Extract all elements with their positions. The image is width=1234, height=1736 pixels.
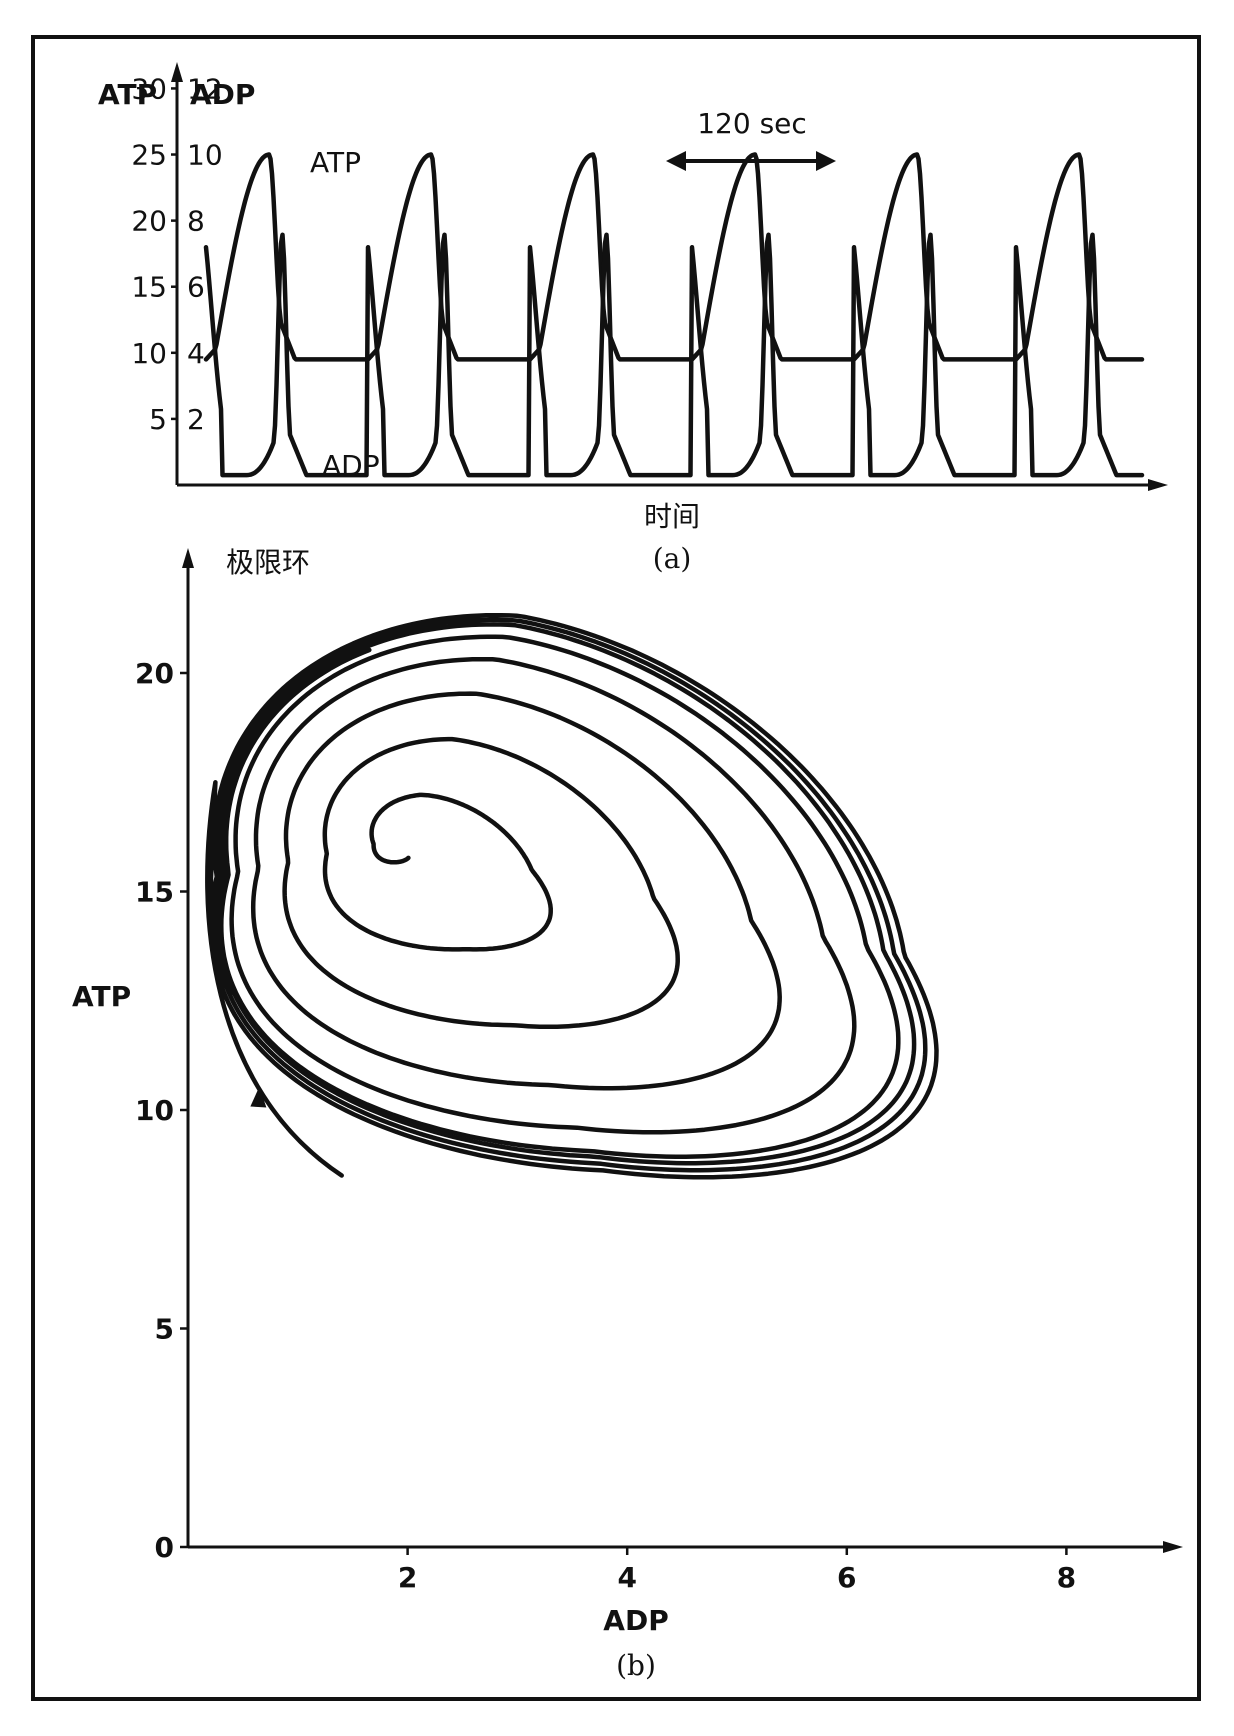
y-tick-label: 10 (135, 1094, 174, 1127)
panel-b-title: 极限环 (226, 546, 310, 579)
adp-tick-label: 8 (187, 205, 205, 238)
y-tick-label: 5 (155, 1313, 174, 1346)
panel-a-ticks: 30 25 20 15 10 5 12 10 8 6 4 2 (131, 72, 222, 435)
period-annotation: 120 sec (697, 107, 807, 140)
atp-tick-label: 15 (131, 271, 167, 304)
panel-a-x-arrow (1148, 479, 1168, 491)
panel-b-y-arrow (182, 548, 194, 568)
period-arrow (666, 151, 836, 171)
x-tick-label: 8 (1057, 1561, 1076, 1594)
adp-axis-title: ADP (190, 78, 255, 111)
adp-series-label: ADP (322, 449, 380, 482)
y-tick-label: 0 (155, 1531, 174, 1564)
trajectory-direction-arrow (250, 1086, 267, 1108)
panel-a: ATP ADP 30 25 20 15 10 5 12 10 8 6 4 2 ATP ADP 120 … (98, 62, 1168, 575)
x-tick-label: 2 (398, 1561, 417, 1594)
panel-b-caption: (b) (616, 1649, 656, 1682)
adp-tick-label: 12 (187, 72, 223, 105)
atp-tick-label: 20 (131, 205, 167, 238)
atp-tick-label: 25 (131, 139, 167, 172)
panel-b: 极限环 ATP ADP (b) 2 4 6 8 20 15 10 5 0 (72, 546, 1183, 1682)
inner-spiral-trajectory (219, 634, 901, 1159)
atp-series-label: ATP (310, 146, 361, 179)
x-tick-label: 4 (617, 1561, 636, 1594)
panel-a-caption: (a) (653, 542, 692, 575)
atp-tick-label: 10 (131, 337, 167, 370)
panel-b-x-arrow (1163, 1541, 1183, 1553)
atp-tick-label: 5 (149, 403, 167, 436)
atp-tick-label: 30 (131, 72, 167, 105)
adp-tick-label: 2 (187, 403, 205, 436)
adp-tick-label: 10 (187, 139, 223, 172)
figure-frame (31, 35, 1201, 1701)
panel-b-ticks: 2 4 6 8 20 15 10 5 0 (135, 657, 1076, 1594)
x-tick-label: 6 (837, 1561, 856, 1594)
adp-tick-label: 6 (187, 271, 205, 304)
panel-b-y-label: ATP (72, 980, 131, 1013)
panel-a-x-label: 时间 (644, 500, 700, 533)
atp-series-line (203, 152, 1145, 362)
panel-a-y-arrow (171, 62, 183, 82)
panel-b-x-label: ADP (603, 1604, 668, 1637)
atp-axis-title: ATP (98, 78, 157, 111)
y-tick-label: 15 (135, 876, 174, 909)
y-tick-label: 20 (135, 657, 174, 690)
adp-tick-label: 4 (187, 337, 205, 370)
outer-approach-trajectory (205, 612, 939, 1180)
adp-series-line (203, 232, 1145, 478)
